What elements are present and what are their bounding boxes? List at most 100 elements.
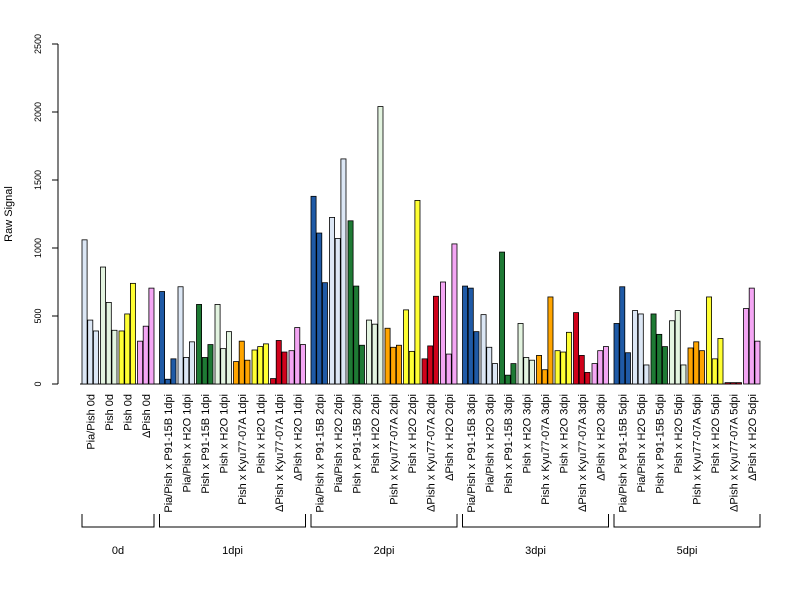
bar <box>680 364 687 385</box>
bar <box>603 346 609 385</box>
x-tick-label: ΔPish 0d <box>141 394 153 438</box>
bar <box>124 313 131 385</box>
y-tick-label: 1000 <box>33 238 43 258</box>
y-tick-label: 500 <box>33 308 43 323</box>
bar <box>321 282 328 385</box>
bar <box>669 320 675 385</box>
bar <box>510 363 517 385</box>
x-tick-label: ΔPish x Kyu77-07A 5dpi <box>729 394 741 512</box>
bar <box>111 329 118 385</box>
bar <box>736 382 742 385</box>
x-tick-label: ΔPish x Kyu77-07A 1dpi <box>274 394 286 512</box>
bar <box>196 304 202 385</box>
x-tick-label: Pish 0d <box>123 394 135 431</box>
x-tick-label: Pish x H2O 3dpi <box>522 394 534 473</box>
group-bracket <box>81 514 155 528</box>
x-tick-label: Pish x Kyu77-07A 2dpi <box>389 394 401 505</box>
x-labels: Pia/Pish 0d Pish 0d Pish 0d ΔPish 0d Pia/Pis… <box>86 394 759 513</box>
group-label: 2dpi <box>374 545 395 557</box>
bar <box>358 344 365 385</box>
bar <box>129 282 136 385</box>
bar <box>473 331 480 385</box>
bar <box>693 341 700 385</box>
group-bracket <box>613 514 761 528</box>
bar <box>257 346 264 385</box>
bar <box>390 346 397 385</box>
bar <box>214 304 221 385</box>
bar <box>619 286 626 385</box>
bar <box>504 374 511 385</box>
bar <box>270 378 276 385</box>
bar <box>105 301 112 385</box>
bar <box>238 340 245 385</box>
bar <box>523 357 530 385</box>
x-tick-label: Pia/Pish x P91-15B 3dpi <box>466 394 478 513</box>
bar <box>711 358 718 385</box>
x-tick-label: Pish x H2O 5dpi <box>673 394 685 473</box>
x-tick-label: Pish x P91-15B 3dpi <box>503 394 515 494</box>
bar <box>743 308 749 385</box>
bar <box>353 285 360 385</box>
bar <box>142 325 149 385</box>
group-bracket <box>462 514 609 528</box>
x-tick-label: Pish x H2O 3dpi <box>559 394 571 473</box>
bar <box>578 355 585 385</box>
bar <box>347 220 354 385</box>
x-tick-label: ΔPish x H2O 2dpi <box>444 394 456 481</box>
x-tick-label: Pia/Pish x P91-15B 2dpi <box>315 394 327 513</box>
x-tick-label: Pia/Pish 0d <box>86 394 98 450</box>
bar <box>164 378 171 385</box>
bar <box>440 281 446 385</box>
x-tick-label: Pia/Pish x P91-15B 1dpi <box>163 394 175 513</box>
bar <box>541 369 548 385</box>
bar <box>517 323 524 385</box>
bar <box>177 286 184 385</box>
group-bracket <box>310 514 458 528</box>
bar <box>584 372 591 385</box>
bars <box>80 106 761 385</box>
bar <box>371 323 378 385</box>
bar <box>566 331 572 385</box>
bar <box>159 291 165 385</box>
bar <box>100 266 106 385</box>
bar <box>717 338 724 385</box>
bar <box>207 344 214 385</box>
bar <box>188 341 195 385</box>
y-axis: 0 500 1000 1500 2000 2500 <box>33 34 59 387</box>
x-tick-label: Pish x P91-15B 1dpi <box>200 394 212 494</box>
bar <box>137 340 143 385</box>
bar <box>529 359 535 385</box>
x-tick-label: Pish 0d <box>104 394 116 431</box>
bar <box>547 296 554 385</box>
bar <box>281 351 288 385</box>
x-tick-label: Pia/Pish x P91-15B 5dpi <box>618 394 630 513</box>
bar <box>573 312 579 385</box>
y-axis-label: Raw Signal <box>3 186 15 242</box>
x-tick-label: Pish x H2O 2dpi <box>370 394 382 473</box>
bar <box>148 287 155 385</box>
y-tick-label: 2000 <box>33 102 43 122</box>
bar <box>499 251 505 385</box>
bar <box>93 330 99 385</box>
y-tick-label: 2500 <box>33 34 43 54</box>
bar <box>730 382 737 385</box>
bar <box>560 351 567 385</box>
bar <box>613 323 620 385</box>
y-tick-label: 0 <box>33 381 43 386</box>
bar <box>340 158 347 385</box>
x-tick-label: Pish x H2O 5dpi <box>710 394 722 473</box>
bar <box>233 361 239 385</box>
bar <box>591 363 598 385</box>
bar <box>384 327 391 385</box>
x-tick-label: Pish x H2O 2dpi <box>407 394 419 473</box>
bar <box>288 350 295 385</box>
bar <box>299 344 306 385</box>
bar <box>706 296 712 385</box>
group-label: 0d <box>112 545 124 557</box>
bar <box>643 364 650 385</box>
x-tick-label: Pish x P91-15B 2dpi <box>352 394 364 494</box>
bar <box>486 346 493 385</box>
x-tick-label: ΔPish x Kyu77-07A 2dpi <box>426 394 438 512</box>
bar <box>687 347 694 385</box>
